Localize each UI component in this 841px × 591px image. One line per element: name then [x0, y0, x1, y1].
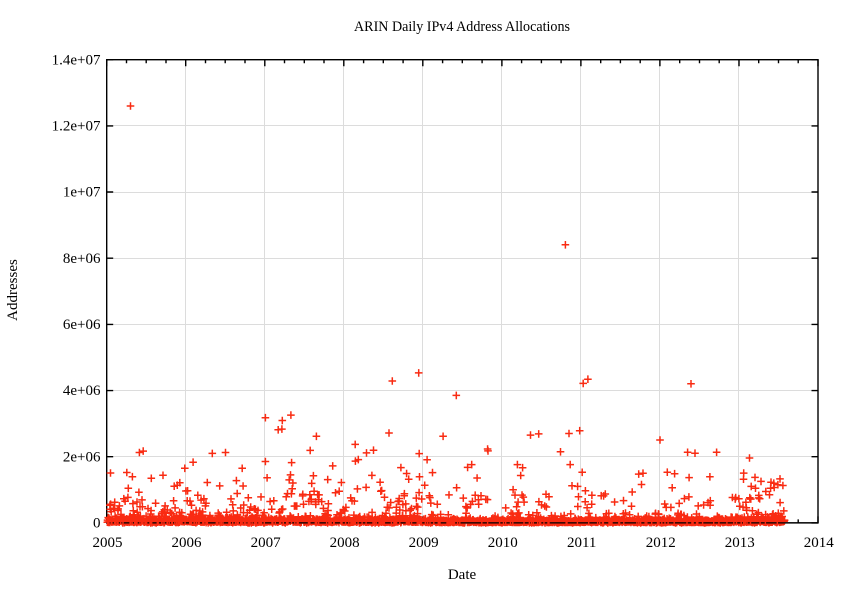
svg-text:6e+06: 6e+06	[63, 317, 101, 333]
svg-text:Addresses: Addresses	[5, 259, 21, 321]
svg-text:2013: 2013	[725, 535, 755, 551]
svg-text:Date: Date	[448, 567, 477, 583]
svg-text:2006: 2006	[172, 535, 203, 551]
svg-text:2012: 2012	[646, 535, 676, 551]
svg-text:4e+06: 4e+06	[63, 383, 101, 399]
svg-text:8e+06: 8e+06	[63, 251, 101, 267]
svg-text:2008: 2008	[330, 535, 360, 551]
svg-text:2007: 2007	[251, 535, 282, 551]
svg-text:2010: 2010	[488, 535, 518, 551]
svg-text:2014: 2014	[804, 535, 835, 551]
svg-text:2e+06: 2e+06	[63, 449, 101, 465]
svg-text:ARIN Daily IPv4 Address Alloca: ARIN Daily IPv4 Address Allocations	[354, 19, 570, 35]
svg-text:2011: 2011	[567, 535, 596, 551]
svg-text:1.2e+07: 1.2e+07	[52, 119, 101, 135]
svg-text:1.4e+07: 1.4e+07	[52, 52, 101, 68]
svg-text:1e+07: 1e+07	[63, 185, 101, 201]
svg-text:2009: 2009	[409, 535, 439, 551]
svg-text:0: 0	[93, 516, 101, 532]
svg-text:2005: 2005	[93, 535, 123, 551]
